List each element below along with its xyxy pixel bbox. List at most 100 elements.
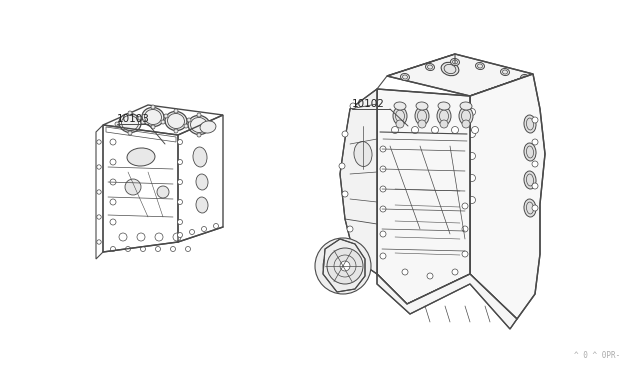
Circle shape bbox=[412, 126, 419, 134]
Circle shape bbox=[184, 124, 188, 128]
Circle shape bbox=[197, 113, 201, 117]
Circle shape bbox=[97, 215, 101, 219]
Ellipse shape bbox=[415, 107, 429, 125]
Polygon shape bbox=[470, 74, 545, 319]
Circle shape bbox=[427, 273, 433, 279]
Circle shape bbox=[468, 196, 476, 203]
Circle shape bbox=[177, 232, 182, 237]
Ellipse shape bbox=[426, 64, 435, 71]
Ellipse shape bbox=[196, 197, 208, 213]
Circle shape bbox=[468, 174, 476, 182]
Ellipse shape bbox=[459, 107, 473, 125]
Ellipse shape bbox=[437, 107, 451, 125]
Circle shape bbox=[155, 233, 163, 241]
Ellipse shape bbox=[441, 62, 459, 76]
Circle shape bbox=[214, 224, 218, 228]
Circle shape bbox=[338, 261, 348, 271]
Circle shape bbox=[380, 146, 386, 152]
Ellipse shape bbox=[520, 74, 529, 81]
Circle shape bbox=[97, 240, 101, 244]
Circle shape bbox=[97, 140, 101, 144]
Circle shape bbox=[210, 122, 214, 126]
Circle shape bbox=[431, 126, 438, 134]
Ellipse shape bbox=[451, 58, 460, 65]
Ellipse shape bbox=[524, 115, 536, 133]
Circle shape bbox=[141, 120, 145, 124]
Circle shape bbox=[202, 227, 207, 231]
Ellipse shape bbox=[524, 143, 536, 161]
Circle shape bbox=[177, 160, 182, 164]
Circle shape bbox=[174, 109, 178, 113]
Text: ^ 0 ^ 0PR-: ^ 0 ^ 0PR- bbox=[573, 351, 620, 360]
Circle shape bbox=[392, 126, 399, 134]
Polygon shape bbox=[323, 239, 365, 292]
Circle shape bbox=[110, 219, 116, 225]
Circle shape bbox=[380, 231, 386, 237]
Circle shape bbox=[315, 238, 371, 294]
Circle shape bbox=[347, 226, 353, 232]
Circle shape bbox=[151, 125, 155, 129]
Circle shape bbox=[174, 129, 178, 133]
Circle shape bbox=[187, 118, 191, 122]
Ellipse shape bbox=[200, 121, 216, 133]
Circle shape bbox=[177, 140, 182, 144]
Ellipse shape bbox=[165, 112, 187, 131]
Circle shape bbox=[418, 120, 426, 128]
Ellipse shape bbox=[476, 62, 484, 70]
Circle shape bbox=[532, 183, 538, 189]
Ellipse shape bbox=[127, 148, 155, 166]
Circle shape bbox=[440, 120, 448, 128]
Circle shape bbox=[380, 186, 386, 192]
Polygon shape bbox=[340, 89, 377, 274]
Circle shape bbox=[128, 111, 132, 115]
Ellipse shape bbox=[193, 147, 207, 167]
Circle shape bbox=[327, 248, 363, 284]
Ellipse shape bbox=[142, 108, 164, 126]
Circle shape bbox=[125, 247, 131, 251]
Circle shape bbox=[119, 233, 127, 241]
Circle shape bbox=[110, 139, 116, 145]
Circle shape bbox=[472, 126, 479, 134]
Ellipse shape bbox=[416, 102, 428, 110]
Circle shape bbox=[177, 199, 182, 205]
Circle shape bbox=[396, 120, 404, 128]
Circle shape bbox=[177, 219, 182, 224]
Circle shape bbox=[97, 190, 101, 194]
Ellipse shape bbox=[401, 73, 410, 80]
Circle shape bbox=[462, 251, 468, 257]
Circle shape bbox=[157, 186, 169, 198]
Circle shape bbox=[197, 133, 201, 137]
Circle shape bbox=[462, 203, 468, 209]
Circle shape bbox=[452, 269, 458, 275]
Circle shape bbox=[380, 166, 386, 172]
Polygon shape bbox=[377, 274, 517, 329]
Ellipse shape bbox=[524, 199, 536, 217]
Ellipse shape bbox=[188, 115, 210, 135]
Circle shape bbox=[156, 247, 161, 251]
Circle shape bbox=[128, 131, 132, 135]
Circle shape bbox=[125, 179, 141, 195]
Circle shape bbox=[110, 159, 116, 165]
Circle shape bbox=[340, 261, 350, 271]
Circle shape bbox=[115, 122, 119, 126]
Circle shape bbox=[532, 161, 538, 167]
Circle shape bbox=[357, 253, 363, 259]
Circle shape bbox=[110, 199, 116, 205]
Circle shape bbox=[177, 180, 182, 185]
Circle shape bbox=[111, 247, 115, 251]
Circle shape bbox=[138, 116, 142, 120]
Ellipse shape bbox=[438, 102, 450, 110]
Circle shape bbox=[164, 114, 168, 118]
Circle shape bbox=[110, 179, 116, 185]
Ellipse shape bbox=[393, 107, 407, 125]
Circle shape bbox=[462, 120, 470, 128]
Ellipse shape bbox=[524, 171, 536, 189]
Ellipse shape bbox=[394, 102, 406, 110]
Circle shape bbox=[532, 205, 538, 211]
Circle shape bbox=[141, 247, 145, 251]
Circle shape bbox=[451, 126, 458, 134]
Circle shape bbox=[151, 105, 155, 109]
Circle shape bbox=[339, 163, 345, 169]
Circle shape bbox=[462, 226, 468, 232]
Circle shape bbox=[342, 131, 348, 137]
